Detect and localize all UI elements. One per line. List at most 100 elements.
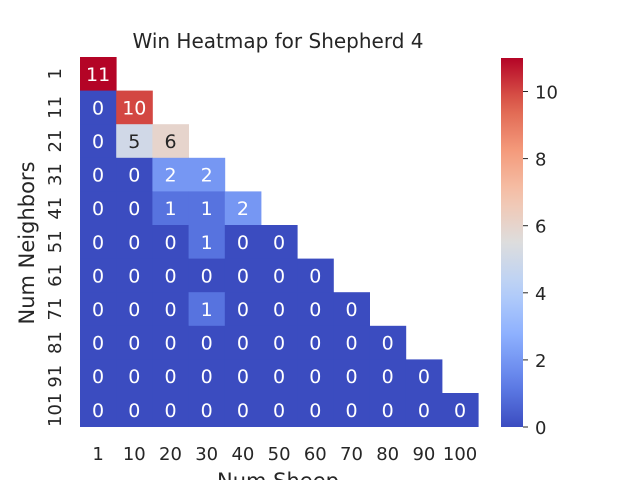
heatmap-cell [297, 258, 334, 293]
heatmap-cell [405, 359, 443, 394]
cell-value-label: 0 [92, 299, 104, 321]
heatmap-cell [152, 292, 189, 327]
heatmap-cell [116, 258, 153, 293]
y-tick-label: 11 [45, 96, 66, 119]
cell-value-label: 0 [345, 366, 357, 388]
cell-value-label: 0 [273, 400, 285, 422]
cell-value-label: 0 [418, 366, 430, 388]
heatmap-cell [224, 292, 262, 327]
cell-value-label: 0 [418, 400, 430, 422]
heatmap-cell [333, 292, 370, 327]
heatmap-cell [224, 325, 262, 360]
x-tick-label: 10 [123, 444, 146, 465]
heatmap-cell [188, 191, 226, 226]
chart-title: Win Heatmap for Shepherd 4 [132, 29, 423, 53]
cell-value-label: 0 [92, 333, 104, 355]
cell-value-label: 0 [237, 265, 249, 287]
heatmap-cells: 110 100 5 60 0 2 20 0 1 1 20 0 0 1 0 00 0 0 0 0 0 00 0 0 1 0 0 0 00 0… [80, 57, 479, 427]
colorbar [501, 58, 523, 427]
y-tick-label: 61 [45, 264, 66, 287]
cell-value-label: 1 [201, 198, 213, 220]
cell-value-label: 0 [128, 232, 140, 254]
heatmap-cell [80, 57, 117, 91]
cell-value-label: 1 [201, 232, 213, 254]
cell-value-label: 0 [164, 400, 176, 422]
heatmap-cell [80, 292, 117, 327]
cell-value-label: 0 [92, 232, 104, 254]
x-tick-label: 60 [304, 444, 327, 465]
colorbar-tick-label: 2 [535, 351, 546, 372]
colorbar-tick-label: 0 [535, 418, 546, 439]
colorbar-tick-label: 6 [535, 217, 546, 238]
cell-value-label: 0 [309, 265, 321, 287]
heatmap-cell [152, 393, 189, 427]
heatmap-cell [80, 393, 117, 427]
cell-value-label: 0 [128, 333, 140, 355]
x-tick-label: 100 [443, 444, 477, 465]
heatmap-cell [442, 393, 479, 427]
cell-value-label: 0 [309, 400, 321, 422]
cell-value-label: 0 [164, 333, 176, 355]
cell-value-label: 0 [237, 299, 249, 321]
heatmap-cell [224, 359, 262, 394]
cell-value-label: 0 [309, 366, 321, 388]
heatmap-cell [116, 90, 153, 125]
cell-value-label: 0 [128, 366, 140, 388]
heatmap-cell [188, 325, 226, 360]
cell-value-label: 2 [201, 165, 213, 187]
cell-value-label: 0 [92, 198, 104, 220]
heatmap-cell [116, 157, 153, 192]
x-tick-label: 40 [231, 444, 254, 465]
cell-value-label: 0 [201, 333, 213, 355]
cell-value-label: 0 [164, 265, 176, 287]
x-tick-label: 1 [92, 444, 103, 465]
heatmap-cell [261, 258, 298, 293]
heatmap-cell [369, 359, 407, 394]
heatmap-cell [333, 359, 370, 394]
x-tick-label: 30 [195, 444, 218, 465]
cell-value-label: 0 [237, 232, 249, 254]
y-tick-label: 51 [45, 230, 66, 253]
heatmap-cell [333, 393, 370, 427]
heatmap-cell [369, 393, 407, 427]
x-tick-label: 90 [412, 444, 435, 465]
heatmap-cell [116, 359, 153, 394]
heatmap-cell [116, 225, 153, 259]
y-axis-label: Num Neighbors [15, 161, 39, 324]
cell-value-label: 0 [345, 299, 357, 321]
cell-value-label: 0 [309, 299, 321, 321]
cell-value-label: 0 [273, 265, 285, 287]
heatmap-cell [80, 258, 117, 293]
cell-value-label: 0 [454, 400, 466, 422]
cell-value-label: 0 [273, 299, 285, 321]
cell-value-label: 0 [164, 299, 176, 321]
y-tick-label: 91 [45, 365, 66, 388]
cell-value-label: 10 [122, 97, 146, 119]
cell-value-label: 0 [128, 299, 140, 321]
x-tick-label: 20 [159, 444, 182, 465]
cell-value-label: 0 [201, 366, 213, 388]
y-tick-label: 81 [45, 331, 66, 354]
heatmap-cell [188, 225, 226, 259]
colorbar-tick-label: 10 [535, 83, 558, 104]
cell-value-label: 0 [273, 366, 285, 388]
heatmap-cell [80, 124, 117, 159]
cell-value-label: 0 [92, 366, 104, 388]
heatmap-cell [116, 292, 153, 327]
cell-value-label: 0 [237, 400, 249, 422]
x-axis-label: Num Sheep [217, 469, 339, 480]
cell-value-label: 2 [237, 198, 249, 220]
heatmap-cell [80, 225, 117, 259]
heatmap-cell [188, 292, 226, 327]
heatmap-cell [297, 325, 334, 360]
heatmap-cell [224, 225, 262, 259]
heatmap-cell [224, 258, 262, 293]
heatmap-cell [405, 393, 443, 427]
y-tick-label: 21 [45, 130, 66, 153]
cell-value-label: 0 [92, 131, 104, 153]
heatmap-cell [188, 157, 226, 192]
y-tick-label: 1 [45, 68, 66, 79]
cell-value-label: 0 [128, 265, 140, 287]
heatmap-cell [261, 292, 298, 327]
